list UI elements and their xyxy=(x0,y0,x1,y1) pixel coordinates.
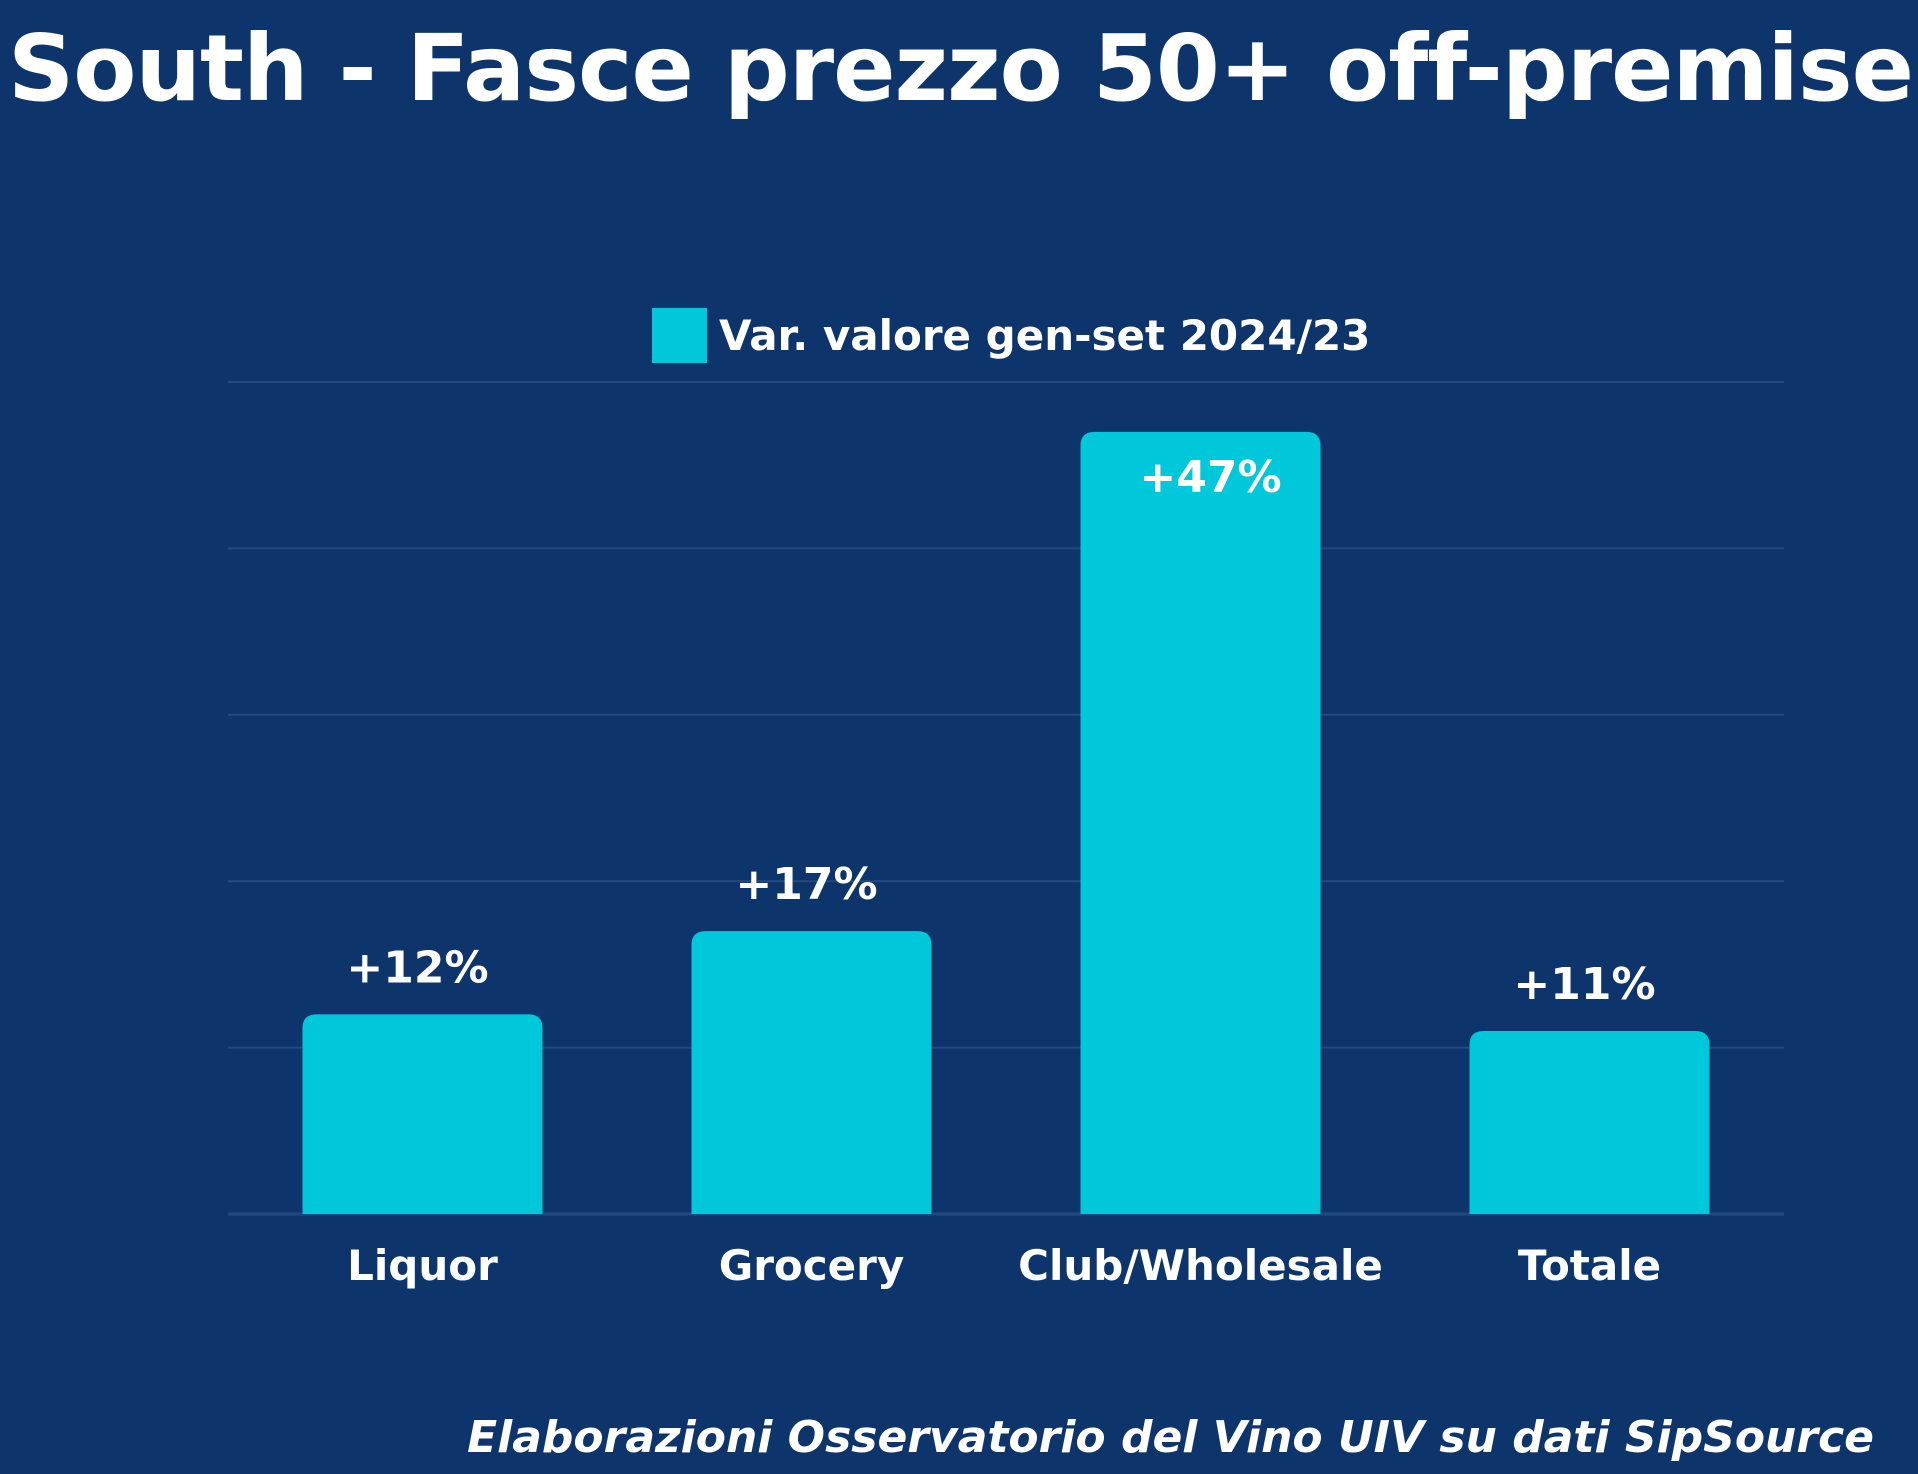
legend-swatch xyxy=(652,308,707,363)
source-note: Elaborazioni Osservatorio del Vino UIV s… xyxy=(467,1412,1874,1463)
x-tick-label: Liquor xyxy=(347,1241,498,1290)
x-tick-label: Club/Wholesale xyxy=(1018,1241,1383,1290)
bar-liquor xyxy=(302,1014,543,1214)
x-tick-label: Totale xyxy=(1518,1241,1661,1290)
legend: Var. valore gen-set 2024/23 xyxy=(652,308,1370,363)
value-labels: +12% +17% +47% +11% xyxy=(346,452,1655,1010)
data-label: +17% xyxy=(735,859,877,910)
bar-totale xyxy=(1469,1030,1710,1214)
bars xyxy=(302,431,1710,1214)
x-tick-label: Grocery xyxy=(719,1241,905,1290)
category-labels: Liquor Grocery Club/Wholesale Totale xyxy=(347,1241,1661,1290)
chart-title: South - Fasce prezzo 50+ off-premise xyxy=(8,15,1914,122)
data-label: +11% xyxy=(1513,959,1655,1010)
legend-label: Var. valore gen-set 2024/23 xyxy=(719,311,1371,360)
bar-club-wholesale xyxy=(1080,431,1321,1214)
data-label: +47% xyxy=(1139,452,1281,503)
bar-grocery xyxy=(691,931,932,1214)
data-label: +12% xyxy=(346,942,488,993)
bar-chart: +12% +17% +47% +11% Liquor Grocery Club/Whole… xyxy=(228,381,1784,1290)
